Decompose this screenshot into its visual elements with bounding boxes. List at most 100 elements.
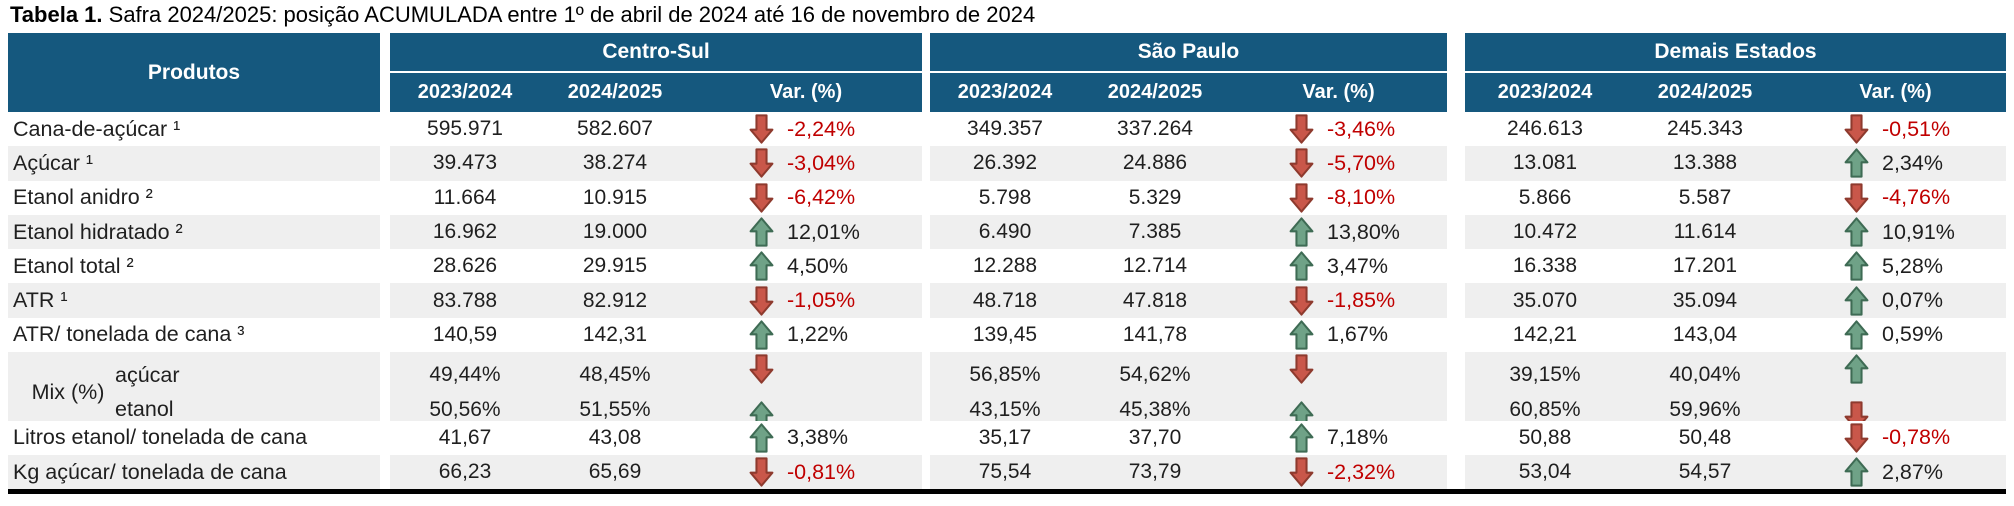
trend-down-icon xyxy=(1844,183,1869,213)
value-cell: 49,44% 50,56% xyxy=(390,352,540,433)
value-cell: 13.388 xyxy=(1625,146,1785,181)
var-value: -4,76% xyxy=(1882,185,1951,210)
var-cell: 0,07% xyxy=(1785,283,2006,318)
var-value: 5,28% xyxy=(1882,253,1943,278)
column-gutter xyxy=(1447,146,1465,181)
column-gutter xyxy=(380,420,390,455)
value-cell: 5.866 xyxy=(1465,180,1625,215)
table-row: Etanol total ² 28.626 29.915 4,50% 12.288 12.… xyxy=(8,249,2006,284)
trend-up-icon xyxy=(1289,320,1314,350)
column-gutter xyxy=(1447,33,1465,112)
var-value: -5,70% xyxy=(1327,150,1396,175)
var-value: 2,87% xyxy=(1882,459,1943,484)
value-cell: 26.392 xyxy=(930,146,1080,181)
col-header-cs-2024-2025: 2024/2025 xyxy=(540,73,690,112)
column-gutter xyxy=(922,249,930,284)
trend-up-icon xyxy=(1844,285,1869,316)
value-cell: 245.343 xyxy=(1625,112,1785,147)
value-cell: 5.329 xyxy=(1080,180,1230,215)
trend-up-icon xyxy=(749,217,774,247)
value-cell: 37,70 xyxy=(1080,420,1230,455)
product-label: Açúcar ¹ xyxy=(8,146,380,181)
value-cell: 54,62% 45,38% xyxy=(1080,352,1230,433)
value-cell: 5.587 xyxy=(1625,180,1785,215)
var-value: 1,67% xyxy=(1327,322,1388,347)
var-cell: -3,04% xyxy=(690,146,922,181)
value-cell: 38.274 xyxy=(540,146,690,181)
column-gutter xyxy=(1447,214,1465,250)
var-value: -0,78% xyxy=(1882,425,1951,450)
column-gutter xyxy=(380,214,390,250)
value-cell: 56,85% 43,15% xyxy=(930,352,1080,433)
var-value: -1,05% xyxy=(787,288,856,313)
column-gutter xyxy=(1447,454,1465,490)
value-cell: 139,45 xyxy=(930,317,1080,353)
var-cell: 3,38% xyxy=(690,420,922,455)
trend-up-icon xyxy=(749,251,774,281)
trend-down-icon xyxy=(1289,285,1314,316)
var-value: -3,04% xyxy=(787,150,856,175)
value-cell: 66,23 xyxy=(390,454,540,490)
product-label: Etanol total ² xyxy=(8,249,380,284)
var-cell: -3,46% xyxy=(1230,112,1447,147)
col-header-de-2023-2024: 2023/2024 xyxy=(1465,73,1625,112)
table-row: ATR ¹ 83.788 82.912 -1,05% 48.718 47.818 -1,85… xyxy=(8,283,2006,318)
var-cell: 4,50% xyxy=(690,249,922,284)
trend-down-icon xyxy=(749,285,774,316)
trend-down-icon xyxy=(749,183,774,213)
var-cell: -5,70% xyxy=(1230,146,1447,181)
trend-down-icon xyxy=(1844,423,1869,453)
table-row: Mix (%) açúcar etanol 49,44% 50,56% 48,45% 51,… xyxy=(8,352,2006,433)
column-gutter xyxy=(1447,352,1465,433)
value-cell: 48,45% 51,55% xyxy=(540,352,690,433)
trend-down-icon xyxy=(1844,114,1869,144)
column-gutter xyxy=(380,352,390,433)
value-cell: 582.607 xyxy=(540,112,690,147)
column-gutter xyxy=(922,112,930,147)
mix-sub-label: açúcar xyxy=(115,362,180,387)
value-cell: 53,04 xyxy=(1465,454,1625,490)
value-cell: 54,57 xyxy=(1625,454,1785,490)
product-label: Cana-de-açúcar ¹ xyxy=(8,112,380,147)
var-cell: 5,28% xyxy=(1785,249,2006,284)
value-cell: 29.915 xyxy=(540,249,690,284)
column-gutter xyxy=(922,317,930,353)
var-value: 0,07% xyxy=(1882,288,1943,313)
value-cell: 35.070 xyxy=(1465,283,1625,318)
value-cell: 349.357 xyxy=(930,112,1080,147)
var-value: -3,46% xyxy=(1327,116,1396,141)
trend-up-icon xyxy=(749,320,774,350)
value-cell: 5.798 xyxy=(930,180,1080,215)
value-cell: 16.962 xyxy=(390,214,540,250)
products-column-header: Produtos xyxy=(8,33,380,112)
var-cell: 3,47% xyxy=(1230,249,1447,284)
product-label: Mix (%) açúcar etanol xyxy=(8,352,380,433)
value-cell: 595.971 xyxy=(390,112,540,147)
var-value: 0,59% xyxy=(1882,322,1943,347)
value-cell: 246.613 xyxy=(1465,112,1625,147)
var-value: 3,38% xyxy=(787,425,848,450)
trend-up-icon xyxy=(1844,148,1869,179)
column-gutter xyxy=(1447,283,1465,318)
group-header-centro-sul: Centro-Sul xyxy=(390,33,922,73)
column-gutter xyxy=(922,146,930,181)
column-gutter xyxy=(922,352,930,433)
var-value: 4,50% xyxy=(787,253,848,278)
value-cell: 19.000 xyxy=(540,214,690,250)
column-gutter xyxy=(380,33,390,112)
col-header-de-var: Var. (%) xyxy=(1785,73,2006,112)
column-gutter xyxy=(922,33,930,112)
value-cell: 11.664 xyxy=(390,180,540,215)
value-cell: 142,21 xyxy=(1465,317,1625,353)
value-cell: 35.094 xyxy=(1625,283,1785,318)
var-cell: 12,01% xyxy=(690,214,922,250)
value-cell: 10.915 xyxy=(540,180,690,215)
var-cell: -6,42% xyxy=(690,180,922,215)
product-label: Etanol anidro ² xyxy=(8,180,380,215)
var-cell: 2,34% xyxy=(1785,146,2006,181)
var-cell: -0,51% xyxy=(1785,112,2006,147)
var-value: -0,51% xyxy=(1882,116,1951,141)
column-gutter xyxy=(380,146,390,181)
var-cell xyxy=(1230,352,1447,433)
trend-down-icon xyxy=(749,354,774,384)
